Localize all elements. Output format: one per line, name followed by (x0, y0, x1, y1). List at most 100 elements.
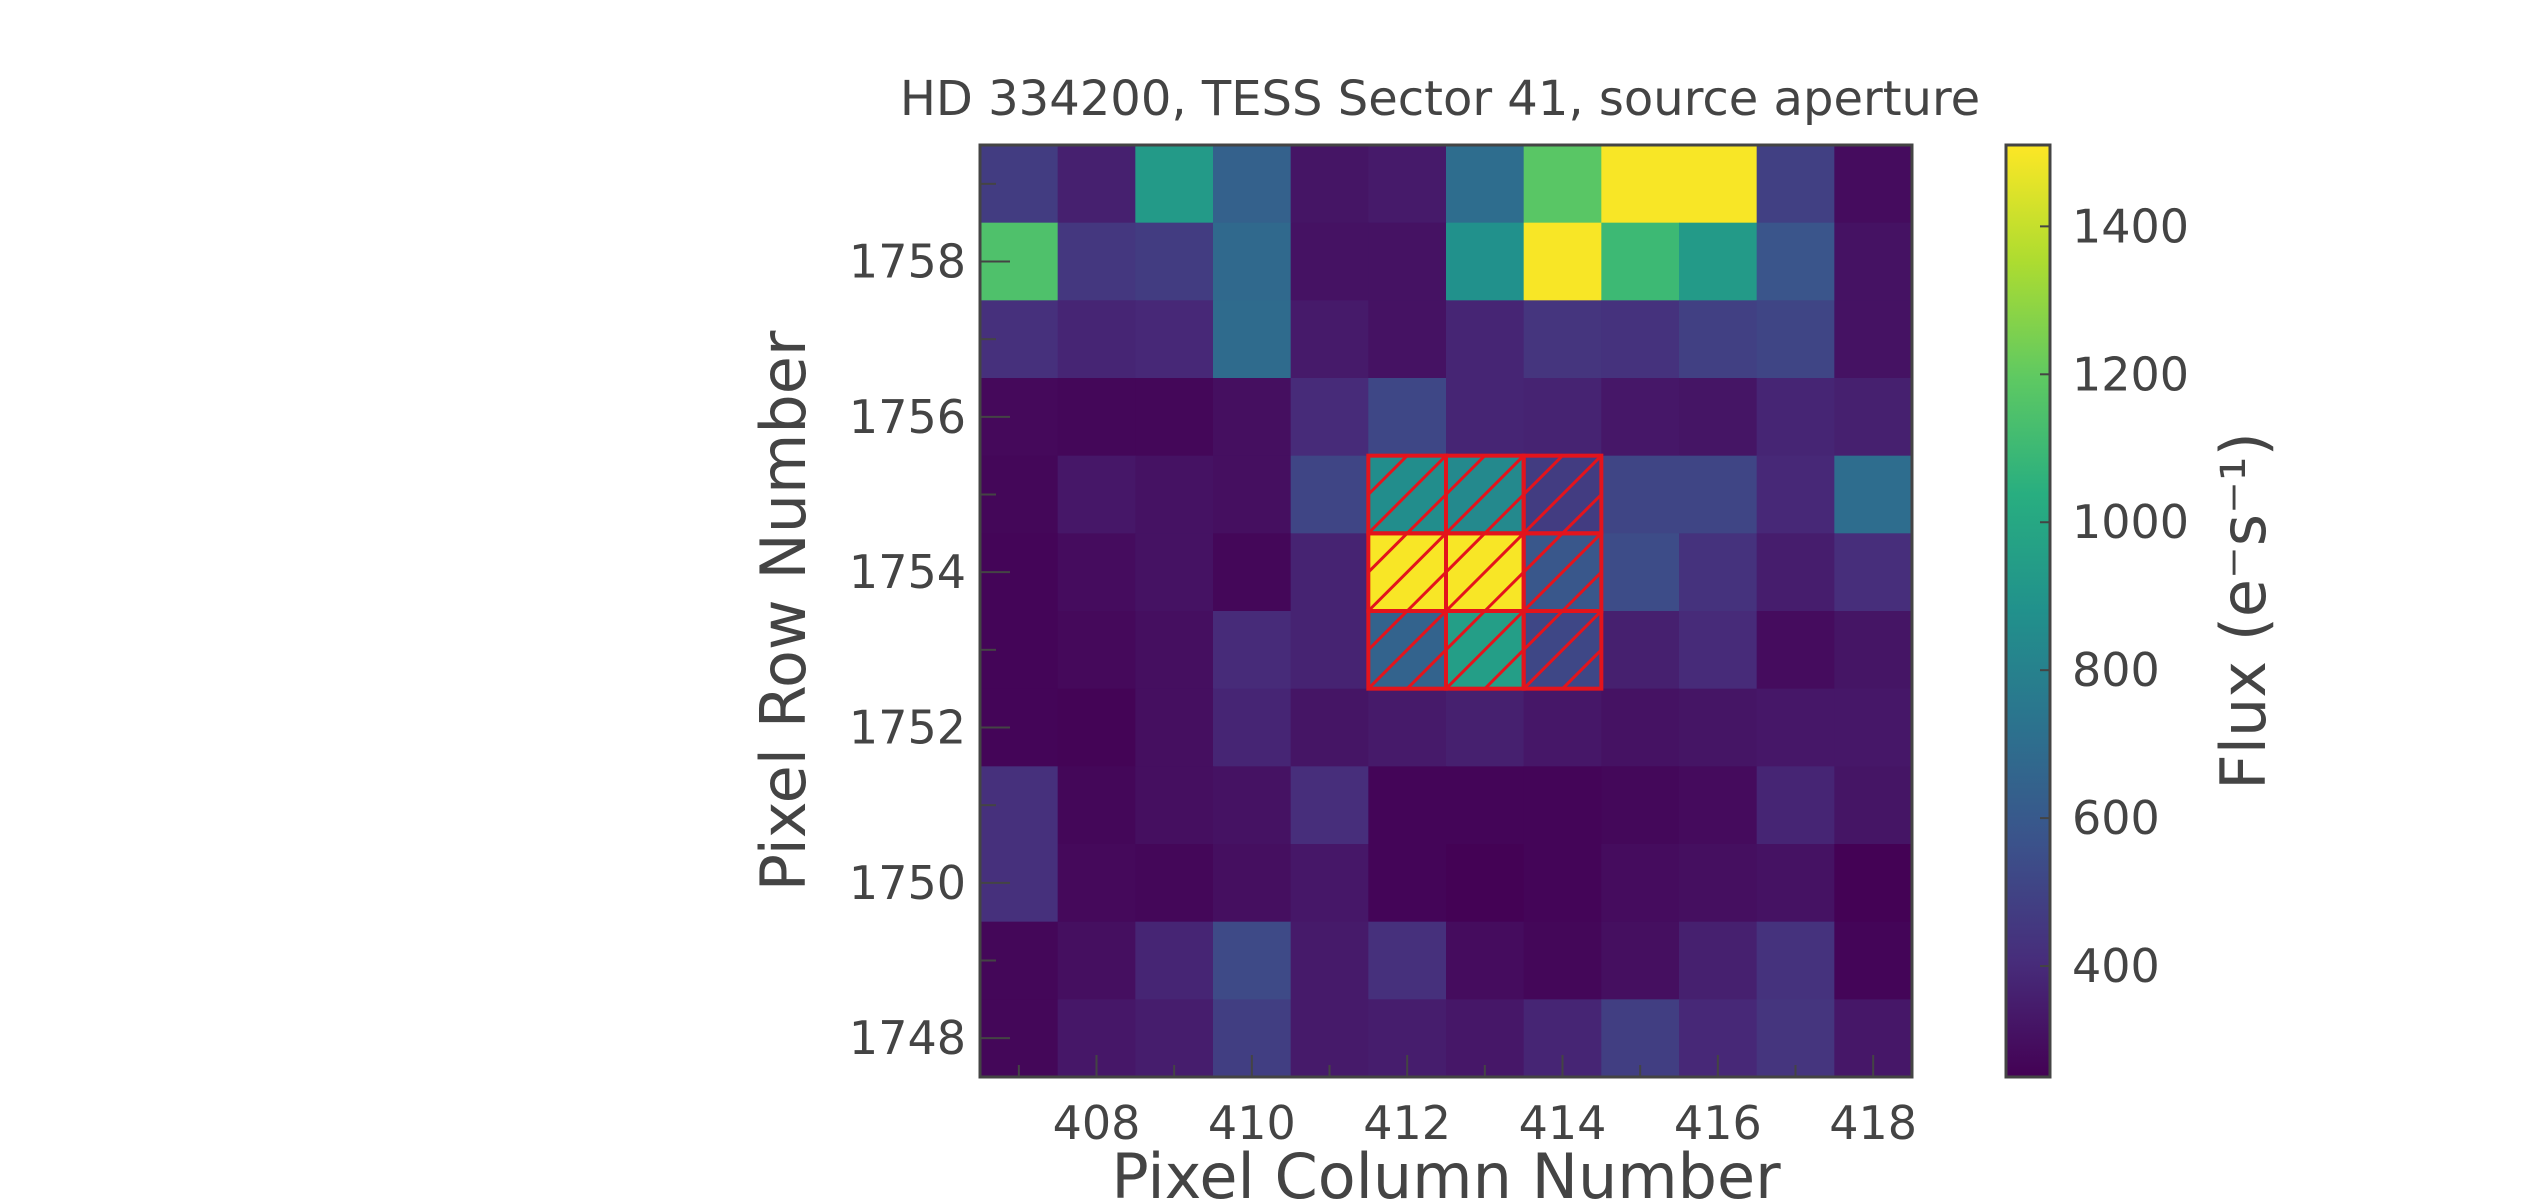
heatmap-cell (1213, 145, 1292, 224)
heatmap-cell (1213, 533, 1292, 612)
aperture-pixel (1521, 453, 1604, 536)
heatmap-cell (1601, 611, 1680, 690)
heatmap-cell (1834, 222, 1913, 301)
heatmap-cell (1834, 611, 1913, 690)
heatmap-cell (1679, 766, 1758, 845)
heatmap-cell (1523, 378, 1602, 457)
plot-frame (978, 143, 1914, 1079)
heatmap-cell (1057, 766, 1136, 845)
heatmap-cell (1601, 222, 1680, 301)
heatmap-cell (1834, 145, 1913, 224)
heatmap-cell (1523, 300, 1602, 379)
heatmap-cell (1446, 300, 1525, 379)
heatmap-cell (1057, 533, 1136, 612)
colorbar-tick-label: 1000 (2072, 495, 2189, 549)
heatmap-cell (1601, 378, 1680, 457)
heatmap-cell (1213, 222, 1292, 301)
heatmap-cell (1679, 611, 1758, 690)
heatmap-cell (1213, 844, 1292, 923)
heatmap-cell (1446, 844, 1525, 923)
heatmap-cell (1057, 611, 1136, 690)
heatmap-cell (1290, 921, 1369, 1000)
heatmap-cell (1756, 766, 1835, 845)
heatmap-cell (1290, 688, 1369, 767)
heatmap-cell (1213, 611, 1292, 690)
heatmap-cell (1446, 222, 1525, 301)
x-tick-label: 414 (1519, 1096, 1607, 1150)
y-tick-label: 1752 (849, 701, 966, 755)
heatmap-cell (1135, 844, 1214, 923)
x-tick-label: 416 (1674, 1096, 1762, 1150)
x-tick-label: 410 (1208, 1096, 1296, 1150)
heatmap-cell (1679, 378, 1758, 457)
heatmap-cell (1135, 222, 1214, 301)
aperture-pixel (1444, 609, 1526, 691)
heatmap-cell (1290, 533, 1369, 612)
heatmap-cell (1057, 300, 1136, 379)
heatmap-cell (1601, 844, 1680, 923)
aperture-pixel (1521, 609, 1604, 691)
heatmap-cell (1679, 300, 1758, 379)
heatmap-cell (1679, 145, 1758, 224)
heatmap-cell (1213, 688, 1292, 767)
heatmap-cell (1601, 766, 1680, 845)
heatmap-cell (1523, 145, 1602, 224)
heatmap-cell (1756, 300, 1835, 379)
y-tick-label: 1754 (849, 545, 966, 599)
heatmap-cell (1213, 766, 1292, 845)
colorbar-tick-label: 400 (2072, 939, 2160, 993)
heatmap-cell (1057, 222, 1136, 301)
heatmap-cell (1601, 921, 1680, 1000)
heatmap-cell (1057, 844, 1136, 923)
heatmap-cell (1135, 378, 1214, 457)
heatmap-cell (1368, 378, 1447, 457)
colorbar-ticks: 400 600 800 1000 1200 1400 (2040, 199, 2189, 993)
y-tick-label: 1748 (849, 1011, 966, 1065)
heatmap-cell (1834, 378, 1913, 457)
heatmap-cell (1368, 766, 1447, 845)
heatmap-cell (1679, 844, 1758, 923)
heatmap-cell (1290, 222, 1369, 301)
heatmap-cell (1213, 300, 1292, 379)
heatmap-cell (1601, 455, 1680, 534)
heatmap-cell (1756, 688, 1835, 767)
heatmap-cell (1135, 145, 1214, 224)
aperture-overlay (1366, 453, 1604, 691)
heatmap-cell (1135, 921, 1214, 1000)
heatmap-cell (1756, 999, 1835, 1078)
heatmap-cell (1756, 222, 1835, 301)
heatmap-cell (1679, 688, 1758, 767)
heatmap-cell (1135, 455, 1214, 534)
heatmap-cell (1213, 921, 1292, 1000)
colorbar-label: Flux (e⁻s⁻¹) (2207, 432, 2280, 790)
heatmap-cell (1446, 999, 1525, 1078)
heatmap-cell (1135, 688, 1214, 767)
heatmap-cell (1135, 300, 1214, 379)
y-tick-label: 1756 (849, 390, 966, 444)
heatmap-cell (1756, 378, 1835, 457)
x-tick-label: 412 (1363, 1096, 1451, 1150)
heatmap-cell (1135, 766, 1214, 845)
heatmap-cell (1446, 688, 1525, 767)
heatmap-cell (1756, 611, 1835, 690)
heatmap-cell (1446, 921, 1525, 1000)
heatmap-cell (1290, 766, 1369, 845)
heatmap-cell (1756, 145, 1835, 224)
heatmap-cell (1368, 844, 1447, 923)
heatmap-cell (1213, 455, 1292, 534)
y-axis: 1748 1750 1752 1754 1756 1758 (849, 182, 1010, 1065)
colorbar (2004, 143, 2052, 1079)
heatmap-cell (1290, 844, 1369, 923)
heatmap-cell (1523, 222, 1602, 301)
y-tick-label: 1750 (849, 856, 966, 910)
heatmap-cell (1523, 921, 1602, 1000)
heatmap-cell (1601, 688, 1680, 767)
heatmap-cell (1834, 921, 1913, 1000)
heatmap-cell (1834, 300, 1913, 379)
heatmap-cell (1601, 533, 1680, 612)
heatmap-cell (1446, 766, 1525, 845)
heatmap-cell (1213, 378, 1292, 457)
heatmap-cell (1057, 455, 1136, 534)
heatmap-cell (1057, 378, 1136, 457)
